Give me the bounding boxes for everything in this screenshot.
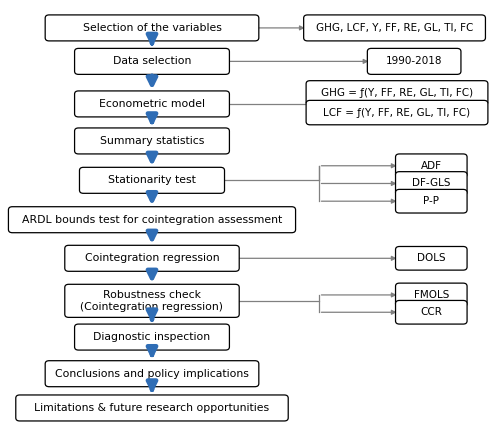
FancyBboxPatch shape [45,361,259,387]
FancyBboxPatch shape [396,300,467,324]
Text: Selection of the variables: Selection of the variables [82,23,222,33]
Text: ADF: ADF [421,161,442,171]
Text: LCF = ƒ(Y, FF, RE, GL, TI, FC): LCF = ƒ(Y, FF, RE, GL, TI, FC) [324,107,470,118]
FancyBboxPatch shape [396,283,467,307]
FancyBboxPatch shape [65,284,239,318]
FancyBboxPatch shape [74,324,230,350]
Text: Limitations & future research opportunities: Limitations & future research opportunit… [34,403,270,413]
FancyBboxPatch shape [74,48,230,74]
Text: Stationarity test: Stationarity test [108,175,196,185]
Text: DOLS: DOLS [417,253,446,263]
Text: 1990-2018: 1990-2018 [386,56,442,66]
FancyBboxPatch shape [80,167,225,193]
FancyBboxPatch shape [396,189,467,213]
FancyBboxPatch shape [74,91,230,117]
FancyBboxPatch shape [396,247,467,270]
Text: P-P: P-P [424,196,440,206]
Text: Cointegration regression: Cointegration regression [84,253,220,263]
Text: Data selection: Data selection [113,56,191,66]
Text: FMOLS: FMOLS [414,290,449,300]
FancyBboxPatch shape [368,48,461,74]
Text: Diagnostic inspection: Diagnostic inspection [94,332,210,342]
FancyBboxPatch shape [8,207,296,233]
Text: Conclusions and policy implications: Conclusions and policy implications [55,369,249,379]
FancyBboxPatch shape [396,154,467,178]
FancyBboxPatch shape [306,81,488,105]
FancyBboxPatch shape [304,15,486,41]
Text: GHG = ƒ(Y, FF, RE, GL, TI, FC): GHG = ƒ(Y, FF, RE, GL, TI, FC) [321,88,473,98]
FancyBboxPatch shape [16,395,288,421]
Text: ARDL bounds test for cointegration assessment: ARDL bounds test for cointegration asses… [22,215,282,225]
Text: GHG, LCF, Y, FF, RE, GL, TI, FC: GHG, LCF, Y, FF, RE, GL, TI, FC [316,23,473,33]
FancyBboxPatch shape [45,15,259,41]
Text: CCR: CCR [420,307,442,317]
Text: Econometric model: Econometric model [99,99,205,109]
Text: Robustness check
(Cointegration regression): Robustness check (Cointegration regressi… [80,290,224,312]
Text: Summary statistics: Summary statistics [100,136,204,146]
FancyBboxPatch shape [396,172,467,195]
FancyBboxPatch shape [74,128,230,154]
Text: DF-GLS: DF-GLS [412,178,451,188]
FancyBboxPatch shape [306,101,488,125]
FancyBboxPatch shape [65,245,239,271]
